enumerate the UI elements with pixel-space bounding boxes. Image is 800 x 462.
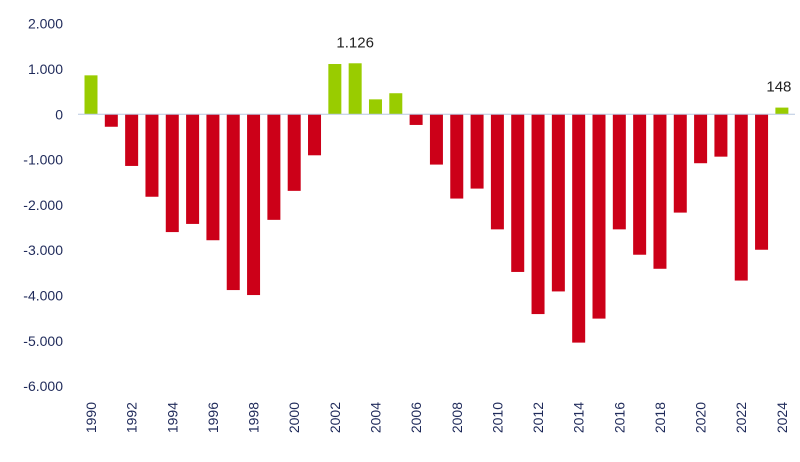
bar-2011 <box>511 114 525 272</box>
x-tick-label: 2004 <box>367 402 383 433</box>
x-tick-label: 1992 <box>124 402 140 433</box>
x-tick-label: 1994 <box>164 402 180 433</box>
bar-2017 <box>633 114 647 255</box>
bar-1990 <box>84 75 98 115</box>
bar-2024 <box>775 107 789 115</box>
x-tick-label: 2020 <box>693 402 709 433</box>
bar-2012 <box>531 114 545 315</box>
bar-1995 <box>186 114 200 224</box>
bar-2022 <box>734 114 748 281</box>
bar-1992 <box>125 114 139 166</box>
bar-1996 <box>206 114 220 241</box>
x-tick-label: 2016 <box>611 402 627 433</box>
bar-2016 <box>612 114 626 230</box>
x-tick-label: 1990 <box>83 402 99 433</box>
bar-2015 <box>592 114 606 319</box>
bar-2013 <box>551 114 565 292</box>
bar-2004 <box>368 99 382 115</box>
y-tick-label: -1.000 <box>23 152 63 168</box>
x-tick-label: 2006 <box>408 402 424 433</box>
bar-2009 <box>470 114 484 189</box>
data-label: 148 <box>766 79 791 96</box>
bar-2021 <box>714 114 728 157</box>
bar-2005 <box>389 93 403 115</box>
x-tick-label: 1998 <box>246 402 262 433</box>
y-tick-label: -3.000 <box>23 242 63 258</box>
bar-2001 <box>308 114 322 156</box>
bar-2007 <box>429 114 443 165</box>
bar-2006 <box>409 114 423 125</box>
bar-2014 <box>572 114 586 343</box>
x-tick-label: 2000 <box>286 402 302 433</box>
bar-1991 <box>104 114 118 127</box>
x-tick-label: 2010 <box>489 402 505 433</box>
x-tick-label: 2002 <box>327 402 343 433</box>
data-label: 1.126 <box>336 34 374 51</box>
y-tick-label: -6.000 <box>23 378 63 394</box>
bar-1999 <box>267 114 281 220</box>
bar-2018 <box>653 114 667 269</box>
x-tick-label: 2024 <box>774 402 790 433</box>
y-tick-label: -4.000 <box>23 288 63 304</box>
bar-2003 <box>348 63 362 115</box>
x-tick-label: 2022 <box>733 402 749 433</box>
bar-2020 <box>694 114 708 164</box>
bar-1993 <box>145 114 159 197</box>
bar-1998 <box>247 114 261 296</box>
bar-2002 <box>328 64 342 115</box>
bar-2010 <box>490 114 504 230</box>
bar-2019 <box>673 114 687 213</box>
y-tick-label: 0 <box>55 106 63 122</box>
bar-2023 <box>755 114 769 250</box>
bar-2008 <box>450 114 464 199</box>
bar-1994 <box>165 114 179 233</box>
x-tick-label: 2014 <box>571 402 587 433</box>
y-tick-label: 1.000 <box>28 61 63 77</box>
x-tick-label: 2012 <box>530 402 546 433</box>
x-tick-label: 2008 <box>449 402 465 433</box>
bar-1997 <box>226 114 240 291</box>
y-tick-label: -2.000 <box>23 197 63 213</box>
bar-2000 <box>287 114 301 191</box>
x-tick-label: 2018 <box>652 402 668 433</box>
y-tick-label: 2.000 <box>28 16 63 32</box>
x-tick-label: 1996 <box>205 402 221 433</box>
y-tick-label: -5.000 <box>23 333 63 349</box>
